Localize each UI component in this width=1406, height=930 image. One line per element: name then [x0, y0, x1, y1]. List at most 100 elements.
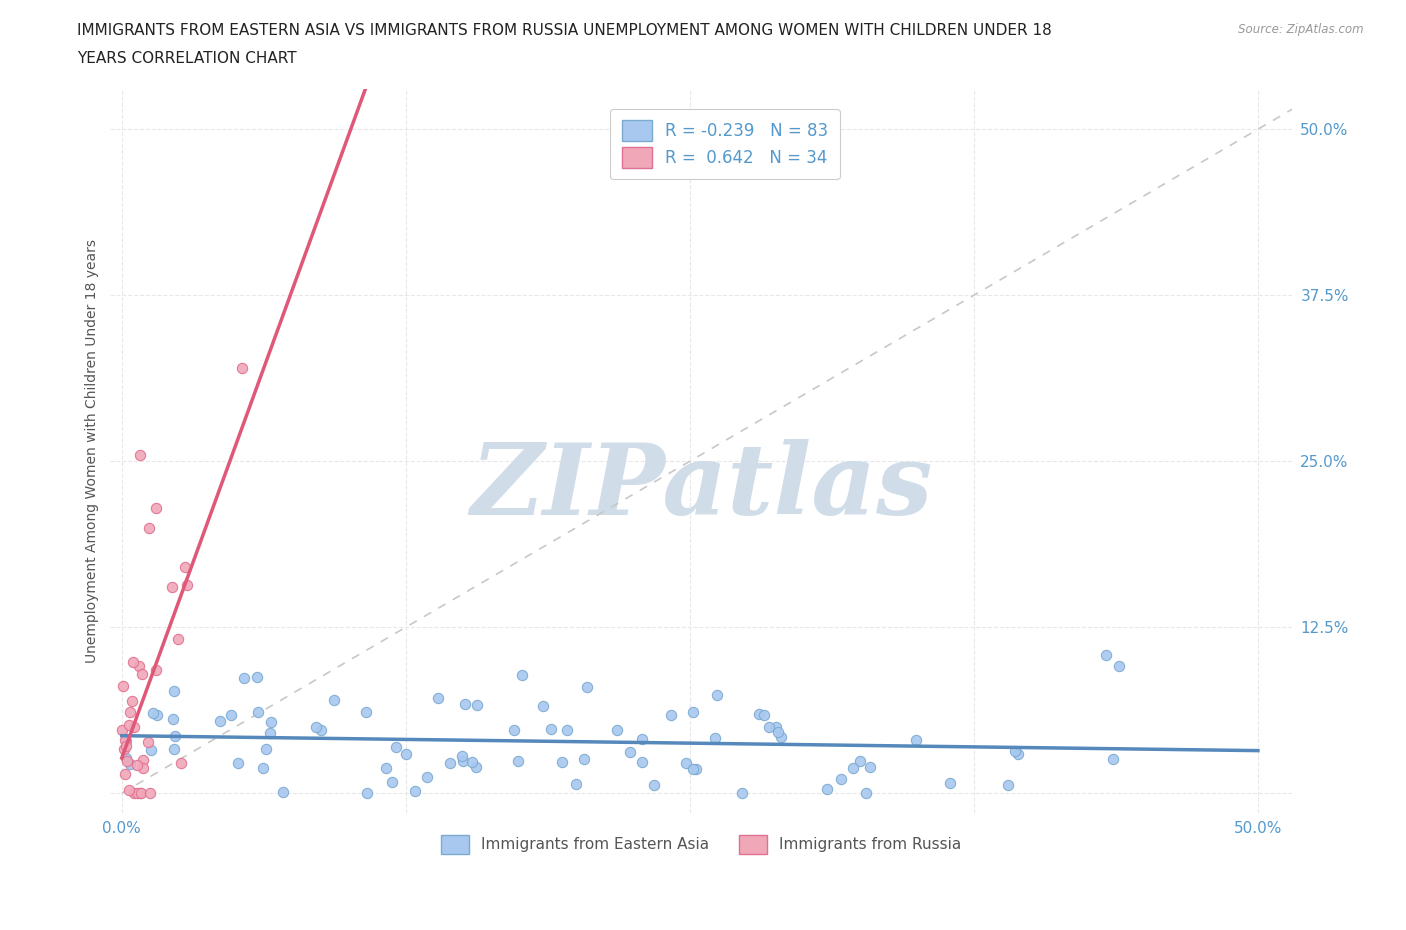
Point [117, 753, 139, 768]
Text: Source: ZipAtlas.com: Source: ZipAtlas.com [1239, 23, 1364, 36]
Point [259, 725, 281, 740]
Point [465, 760, 488, 775]
Point [381, 775, 404, 790]
Point [748, 706, 770, 721]
Point [176, 578, 198, 592]
Point [309, 722, 332, 737]
Point [115, 751, 138, 766]
Point [141, 743, 163, 758]
Point [643, 777, 665, 792]
Point [904, 732, 927, 747]
Point [131, 666, 153, 681]
Point [138, 520, 160, 535]
Point [129, 447, 152, 462]
Point [273, 785, 295, 800]
Point [127, 786, 149, 801]
Point [631, 732, 654, 747]
Point [465, 698, 488, 712]
Point [115, 739, 138, 754]
Point [565, 777, 588, 791]
Point [576, 679, 599, 694]
Point [114, 734, 136, 749]
Point [704, 731, 727, 746]
Point [121, 694, 143, 709]
Point [555, 723, 578, 737]
Point [246, 670, 269, 684]
Point [122, 786, 145, 801]
Point [661, 708, 683, 723]
Point [685, 762, 707, 777]
Point [416, 770, 439, 785]
Point [754, 708, 776, 723]
Point [682, 705, 704, 720]
Point [163, 684, 186, 698]
Point [461, 754, 484, 769]
Point [769, 730, 792, 745]
Point [815, 781, 838, 796]
Point [354, 704, 377, 719]
Point [167, 631, 190, 646]
Point [706, 688, 728, 703]
Point [118, 783, 141, 798]
Point [120, 704, 142, 719]
Point [675, 755, 697, 770]
Point [128, 658, 150, 673]
Point [1102, 752, 1125, 767]
Point [1004, 744, 1026, 759]
Point [114, 732, 136, 747]
Point [125, 757, 148, 772]
Point [404, 784, 426, 799]
Text: YEARS CORRELATION CHART: YEARS CORRELATION CHART [77, 51, 297, 66]
Point [254, 741, 277, 756]
Point [112, 741, 135, 756]
Point [572, 751, 595, 766]
Point [139, 786, 162, 801]
Point [129, 786, 152, 801]
Text: IMMIGRANTS FROM EASTERN ASIA VS IMMIGRANTS FROM RUSSIA UNEMPLOYMENT AMONG WOMEN : IMMIGRANTS FROM EASTERN ASIA VS IMMIGRAN… [77, 23, 1052, 38]
Point [304, 719, 326, 734]
Point [160, 580, 183, 595]
Point [124, 719, 146, 734]
Point [450, 749, 472, 764]
Point [768, 724, 790, 739]
Point [233, 670, 256, 684]
Point [111, 723, 134, 737]
Y-axis label: Unemployment Among Women with Children Under 18 years: Unemployment Among Women with Children U… [86, 239, 100, 663]
Point [132, 752, 155, 767]
Legend: Immigrants from Eastern Asia, Immigrants from Russia: Immigrants from Eastern Asia, Immigrants… [434, 829, 967, 859]
Point [540, 722, 562, 737]
Point [260, 715, 283, 730]
Point [145, 500, 167, 515]
Point [855, 786, 877, 801]
Point [142, 705, 165, 720]
Point [145, 663, 167, 678]
Point [226, 755, 249, 770]
Point [939, 776, 962, 790]
Point [122, 655, 145, 670]
Point [138, 734, 160, 749]
Point [451, 753, 474, 768]
Point [374, 761, 396, 776]
Text: ZIPatlas: ZIPatlas [470, 439, 932, 536]
Point [619, 744, 641, 759]
Point [132, 761, 155, 776]
Point [606, 723, 628, 737]
Point [849, 754, 872, 769]
Point [356, 786, 378, 801]
Point [510, 668, 533, 683]
Point [1007, 746, 1029, 761]
Point [427, 690, 450, 705]
Point [231, 361, 253, 376]
Point [209, 714, 232, 729]
Point [439, 755, 461, 770]
Point [682, 762, 704, 777]
Point [162, 711, 184, 726]
Point [112, 678, 135, 693]
Point [859, 760, 882, 775]
Point [146, 708, 169, 723]
Point [219, 708, 242, 723]
Point [395, 746, 418, 761]
Point [765, 720, 787, 735]
Point [118, 756, 141, 771]
Point [631, 755, 654, 770]
